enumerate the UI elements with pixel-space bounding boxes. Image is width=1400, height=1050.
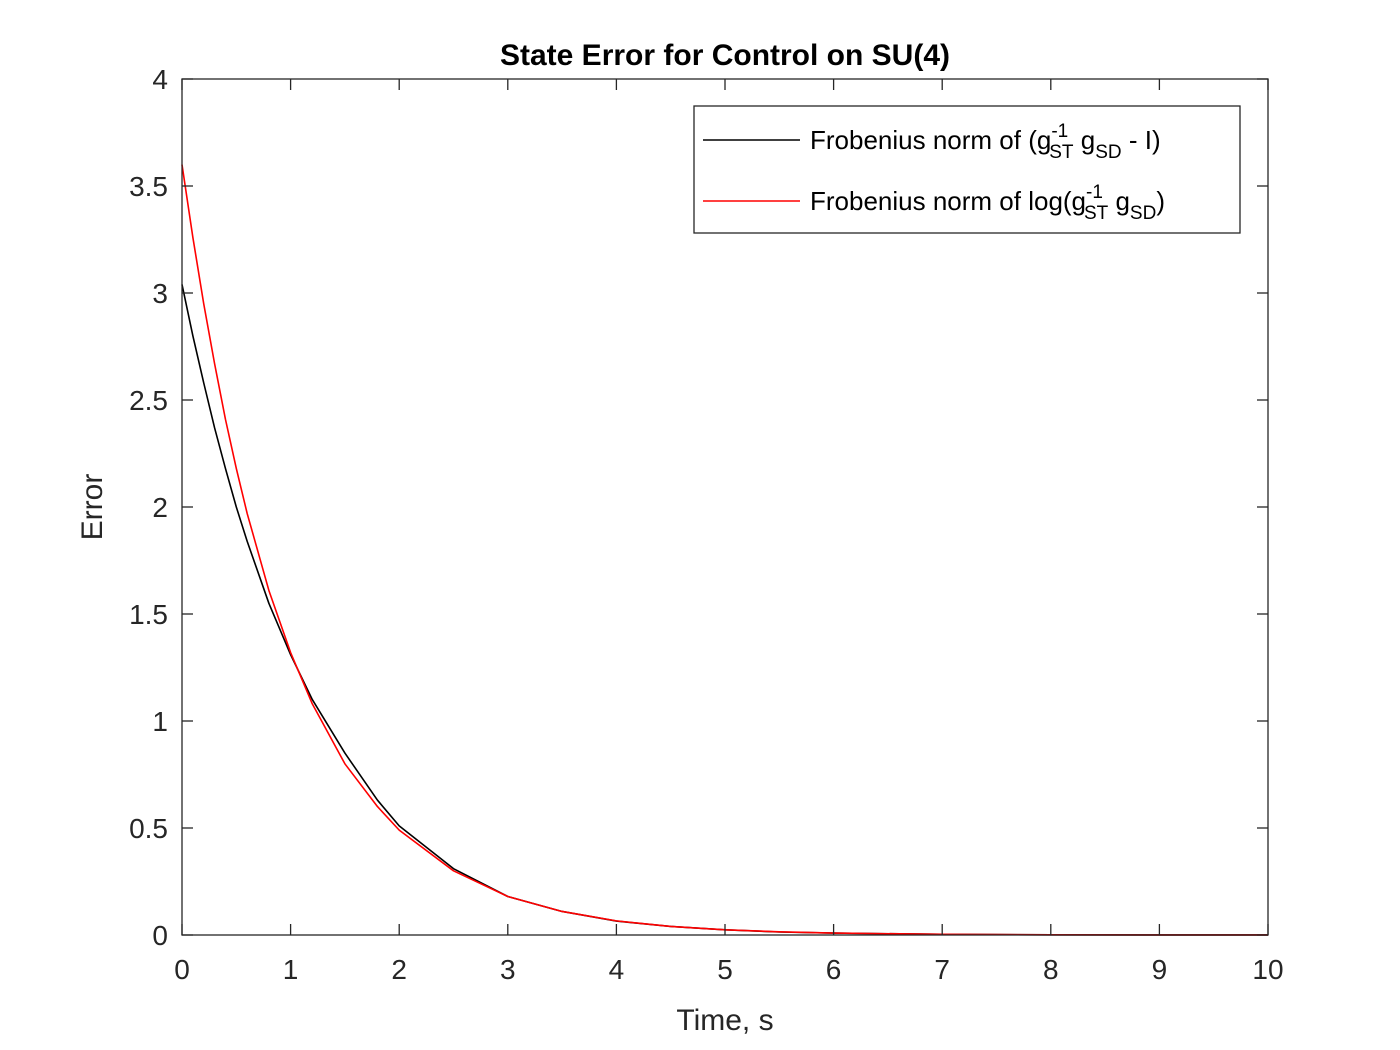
- legend: Frobenius norm of (g-1 ST gSD - I) Frobeni…: [693, 105, 1241, 234]
- ticks-layer: 0 1 2 3 4 5 6 7 8 9 10 0 0.5 1 1.5 2 2.5 3 3.5 4: [129, 64, 1284, 985]
- x-tick-label: 9: [1152, 954, 1168, 985]
- legend-box: [693, 105, 1241, 234]
- legend-label-2: Frobenius norm of log(g-1 ST gSD): [810, 182, 1165, 224]
- y-tick-label: 1: [152, 706, 168, 737]
- x-axis-label: Time, s: [676, 1004, 773, 1037]
- y-tick-label: 4: [152, 64, 168, 95]
- x-tick-label: 3: [500, 954, 516, 985]
- chart-title: State Error for Control on SU(4): [500, 39, 950, 72]
- x-tick-label: 1: [283, 954, 299, 985]
- y-tick-label: 2: [152, 492, 168, 523]
- x-tick-label: 5: [717, 954, 733, 985]
- x-tick-label: 10: [1252, 954, 1283, 985]
- y-tick-label: 1.5: [129, 599, 168, 630]
- x-tick-label: 2: [391, 954, 407, 985]
- x-tick-label: 7: [934, 954, 950, 985]
- legend-label-1: Frobenius norm of (g-1 ST gSD - I): [810, 121, 1161, 163]
- x-tick-label: 4: [609, 954, 625, 985]
- y-tick-label: 3: [152, 278, 168, 309]
- y-tick-label: 2.5: [129, 385, 168, 416]
- y-tick-label: 0: [152, 920, 168, 951]
- x-tick-label: 0: [174, 954, 190, 985]
- y-axis-label: Error: [76, 474, 109, 541]
- y-tick-label: 0.5: [129, 813, 168, 844]
- x-tick-label: 6: [826, 954, 842, 985]
- y-tick-label: 3.5: [129, 171, 168, 202]
- x-tick-label: 8: [1043, 954, 1059, 985]
